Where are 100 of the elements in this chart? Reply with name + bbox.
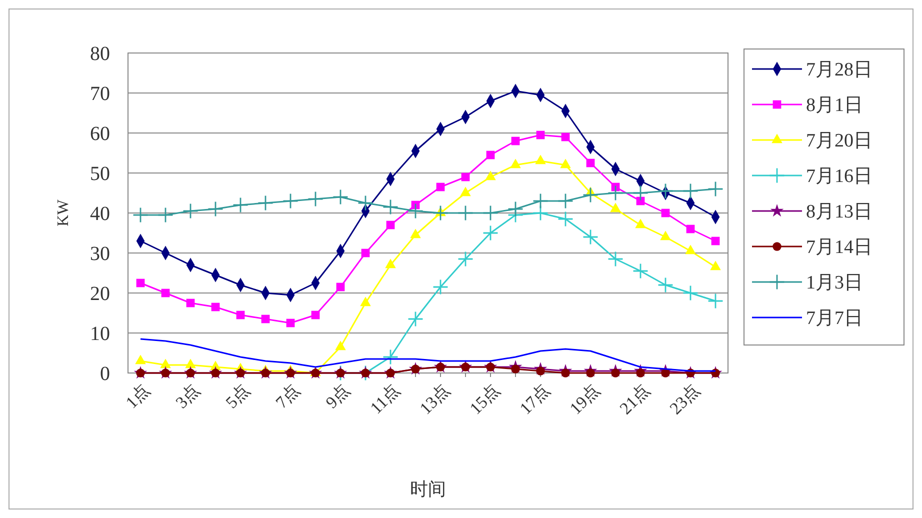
point [708, 293, 724, 309]
point [682, 285, 698, 301]
point [635, 218, 646, 228]
point [161, 288, 170, 298]
point [686, 224, 695, 234]
point [660, 230, 671, 240]
point [532, 193, 548, 209]
point [261, 314, 270, 324]
point [661, 208, 670, 218]
point [436, 182, 445, 192]
point [308, 191, 324, 207]
point [382, 349, 398, 365]
x-tick-label: 21点 [616, 380, 654, 418]
point [510, 158, 521, 168]
point [610, 202, 621, 212]
y-tick-label: 0 [100, 363, 110, 385]
point [685, 244, 696, 254]
point [208, 201, 224, 217]
point [511, 136, 520, 146]
y-tick-label: 50 [90, 163, 110, 185]
x-tick-label: 17点 [516, 380, 554, 418]
point [560, 158, 571, 168]
x-tick-label: 23点 [666, 380, 704, 418]
point [586, 158, 595, 168]
point [632, 185, 648, 201]
legend-label: 7月16日 [806, 166, 872, 188]
point [682, 183, 698, 199]
point [508, 201, 524, 217]
x-tick-label: 9点 [322, 380, 354, 412]
legend-label: 7月7日 [806, 308, 863, 330]
point [711, 236, 720, 246]
point [132, 207, 148, 223]
legend-label: 8月13日 [806, 202, 872, 223]
x-tick-label: 13点 [416, 380, 454, 418]
y-tick-label: 60 [90, 123, 110, 145]
point [582, 229, 598, 245]
legend-label: 7月20日 [806, 130, 872, 152]
point [482, 225, 498, 241]
x-tick-label: 7点 [272, 380, 304, 412]
point [536, 130, 545, 140]
point [382, 199, 398, 215]
y-tick-label: 80 [90, 43, 110, 65]
point [632, 263, 648, 279]
point [135, 354, 146, 364]
point [485, 170, 496, 180]
point [535, 154, 546, 164]
x-tick-label: 1点 [122, 380, 154, 412]
y-tick-label: 70 [90, 83, 110, 105]
point [532, 205, 548, 221]
point [460, 186, 471, 196]
point [385, 258, 396, 268]
point [658, 183, 674, 199]
x-tick-label: 19点 [566, 380, 604, 418]
x-tick-label: 5点 [222, 380, 254, 412]
legend-label: 7月14日 [806, 237, 872, 258]
point [558, 193, 574, 209]
legend-label: 7月28日 [806, 60, 872, 81]
legend-label: 1月3日 [806, 272, 863, 294]
y-tick-label: 10 [90, 323, 110, 345]
point [282, 193, 298, 209]
point [360, 296, 371, 306]
point [336, 282, 345, 292]
point [185, 358, 196, 368]
point [458, 251, 474, 267]
point [408, 203, 424, 219]
point [608, 251, 624, 267]
point [158, 207, 174, 223]
point [332, 189, 348, 205]
y-tick-label: 30 [90, 243, 110, 265]
point [458, 205, 474, 221]
point [232, 197, 248, 213]
point [286, 318, 295, 328]
x-axis-title: 时间 [410, 479, 446, 499]
point [486, 150, 495, 160]
point [335, 340, 346, 350]
point [211, 302, 220, 312]
point [658, 277, 674, 293]
point [358, 195, 374, 211]
point [236, 310, 245, 320]
point [386, 220, 395, 230]
y-axis-title: KW [55, 198, 72, 226]
point [608, 185, 624, 201]
point [582, 187, 598, 203]
x-tick-label: 15点 [466, 380, 504, 418]
point [160, 358, 171, 368]
point [482, 205, 498, 221]
point [708, 181, 724, 197]
point [182, 203, 198, 219]
point [432, 279, 448, 295]
point [361, 248, 370, 258]
point [461, 172, 470, 182]
point [258, 195, 274, 211]
point [186, 298, 195, 308]
point [408, 311, 424, 327]
x-tick-label: 11点 [366, 380, 404, 418]
point [136, 278, 145, 288]
point [311, 310, 320, 320]
y-tick-label: 40 [90, 203, 110, 225]
x-tick-label: 3点 [172, 380, 204, 412]
point [558, 211, 574, 227]
